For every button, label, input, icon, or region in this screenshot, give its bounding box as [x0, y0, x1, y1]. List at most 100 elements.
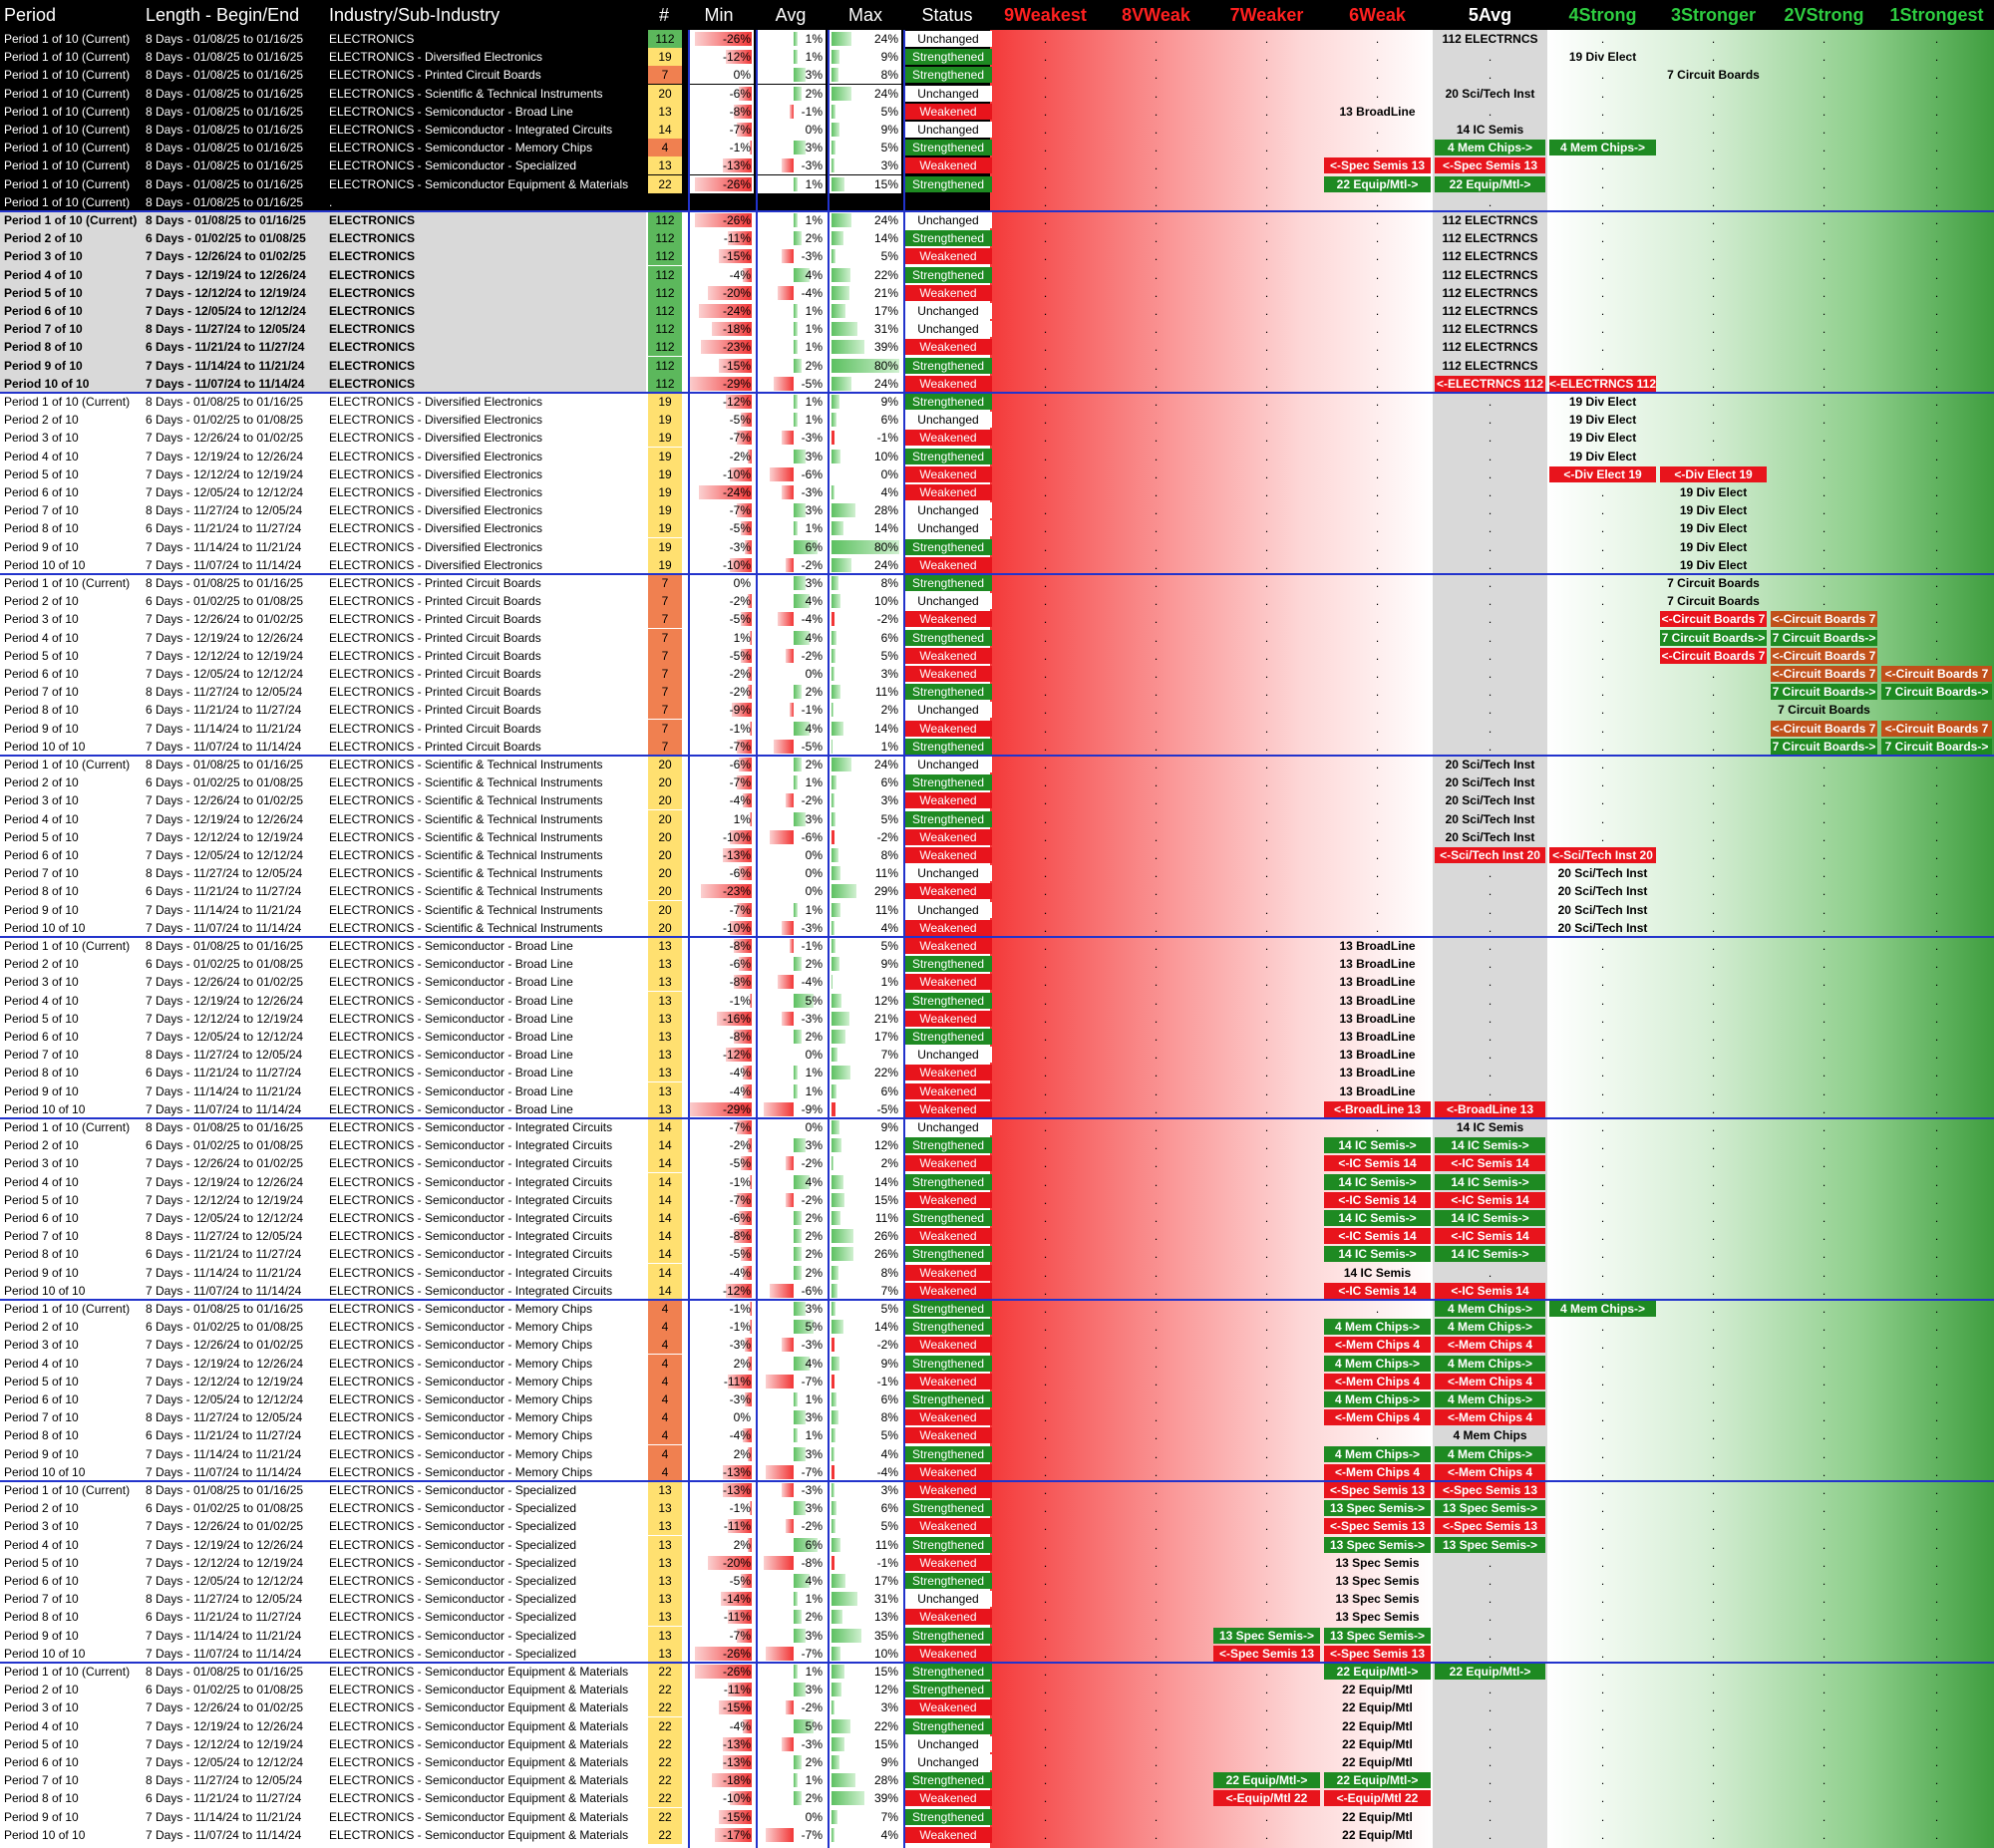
rank-tag: 19 Div Elect — [1568, 395, 1637, 409]
avg-cell: 6% — [758, 1535, 826, 1554]
max-bar — [831, 1192, 844, 1207]
row-left-background — [0, 283, 646, 302]
min-bar — [743, 1083, 752, 1098]
max-value: 5% — [880, 1428, 898, 1443]
min-bar — [727, 1683, 752, 1697]
empty-band-dot: . — [1264, 466, 1269, 481]
row-left-background — [0, 1553, 646, 1572]
avg-cell: 1% — [758, 1663, 826, 1681]
header-band-7[interactable]: 7Weaker — [1229, 5, 1304, 25]
header-avg[interactable]: Avg — [775, 5, 807, 25]
row-left-background — [0, 1172, 646, 1191]
empty-band-dot: . — [1043, 703, 1048, 718]
count-cell: 4 — [648, 1462, 682, 1481]
empty-band-dot: . — [1264, 267, 1269, 282]
empty-band-dot: . — [1934, 1610, 1939, 1625]
empty-band-dot: . — [1711, 1464, 1716, 1479]
max-bar — [831, 1501, 837, 1516]
avg-value: 3% — [805, 68, 823, 83]
avg-bar — [794, 1265, 802, 1280]
rank-tag: 112 ELECTRNCS — [1442, 32, 1538, 46]
table-row: Period 5 of 10 7 Days - 12/12/24 to 12/19… — [0, 1372, 1994, 1390]
avg-cell: -2% — [758, 1517, 826, 1536]
avg-cell: 2% — [758, 229, 826, 248]
header-band-3[interactable]: 3Stronger — [1670, 5, 1757, 25]
avg-value: -2% — [801, 1156, 823, 1171]
status-badge: Weakened — [904, 1409, 992, 1426]
row-left-background — [0, 937, 646, 956]
industry-cell: ELECTRONICS - Semiconductor Equipment & … — [329, 1700, 629, 1715]
header-length[interactable]: Length - Begin/End — [146, 5, 300, 25]
max-cell: 9% — [830, 393, 901, 411]
header-count[interactable]: # — [658, 5, 669, 25]
row-left-background — [0, 1626, 646, 1645]
max-bar — [831, 431, 834, 446]
avg-bar — [794, 503, 806, 518]
header-band-2[interactable]: 2VStrong — [1784, 5, 1864, 25]
empty-band-dot: . — [1375, 630, 1380, 645]
header-band-4[interactable]: 4Strong — [1568, 5, 1637, 25]
status-badge: Strengthened — [904, 1664, 992, 1680]
empty-band-dot: . — [1154, 285, 1159, 300]
rank-tag: 112 ELECTRNCS — [1442, 304, 1538, 318]
period-cell: Period 6 of 10 — [4, 485, 79, 499]
empty-band-dot: . — [1043, 50, 1048, 65]
min-bar — [747, 1537, 752, 1552]
empty-band-dot: . — [1822, 902, 1827, 917]
header-industry[interactable]: Industry/Sub-Industry — [329, 5, 500, 25]
min-cell: 2% — [688, 1535, 754, 1554]
header-band-1[interactable]: 1Strongest — [1889, 5, 1984, 25]
empty-band-dot: . — [1375, 304, 1380, 318]
header-band-5[interactable]: 5Avg — [1468, 5, 1512, 25]
length-cell: 8 Days - 01/08/25 to 01/16/25 — [146, 1302, 304, 1316]
max-bar — [831, 1555, 834, 1570]
length-cell: 7 Days - 12/05/24 to 12/12/24 — [146, 304, 306, 318]
industry-cell: ELECTRONICS — [329, 322, 416, 337]
count-cell: 112 — [648, 302, 682, 320]
empty-band-dot: . — [1711, 358, 1716, 373]
empty-band-dot: . — [1375, 86, 1380, 101]
header-max[interactable]: Max — [847, 5, 882, 25]
empty-band-dot: . — [1264, 1265, 1269, 1280]
count-cell: 19 — [648, 447, 682, 465]
period-cell: Period 5 of 10 — [4, 1555, 79, 1570]
avg-value: 4% — [805, 1356, 823, 1371]
avg-bar — [794, 775, 798, 790]
rank-tag: <-Mem Chips 4 — [1324, 1337, 1431, 1354]
empty-band-dot: . — [1488, 594, 1493, 609]
max-cell: 8% — [830, 66, 901, 85]
header-band-8[interactable]: 8VWeak — [1122, 5, 1190, 25]
length-cell: 7 Days - 12/12/24 to 12/19/24 — [146, 1192, 304, 1207]
empty-band-dot: . — [1154, 1192, 1159, 1207]
empty-band-dot: . — [1375, 485, 1380, 499]
empty-band-dot: . — [1822, 285, 1827, 300]
rank-tag: 20 Sci/Tech Inst — [1445, 811, 1535, 826]
rank-tag: 7 Circuit Boards-> — [1660, 629, 1767, 646]
header-band-6[interactable]: 6Weak — [1349, 5, 1406, 25]
min-cell: -8% — [688, 937, 754, 955]
min-bar — [738, 86, 752, 101]
max-bar — [831, 685, 841, 700]
min-value: -5% — [729, 648, 751, 663]
empty-band-dot: . — [1488, 449, 1493, 463]
min-bar — [747, 685, 752, 700]
empty-band-dot: . — [1600, 1610, 1605, 1625]
header-status[interactable]: Status — [921, 5, 973, 25]
table-row: Period 10 of 10 7 Days - 11/07/24 to 11/1… — [0, 737, 1994, 756]
status-badge: Weakened — [904, 1065, 992, 1081]
max-bar — [831, 1229, 854, 1244]
max-cell: 35% — [830, 1626, 901, 1645]
empty-band-dot: . — [1711, 249, 1716, 264]
min-value: -12% — [722, 1283, 751, 1298]
header-period[interactable]: Period — [4, 5, 57, 25]
empty-band-dot: . — [1600, 539, 1605, 554]
min-bar — [694, 1646, 752, 1661]
rank-tag: <-Spec Semis 13 — [1435, 1518, 1545, 1535]
min-cell: -7% — [688, 1118, 754, 1136]
min-cell: -2% — [688, 447, 754, 465]
row-left-background — [0, 1209, 646, 1228]
header-min[interactable]: Min — [704, 5, 734, 25]
header-band-9[interactable]: 9Weakest — [1004, 5, 1087, 25]
rank-tag: 112 ELECTRNCS — [1442, 358, 1538, 373]
count-cell: 13 — [648, 1481, 682, 1499]
